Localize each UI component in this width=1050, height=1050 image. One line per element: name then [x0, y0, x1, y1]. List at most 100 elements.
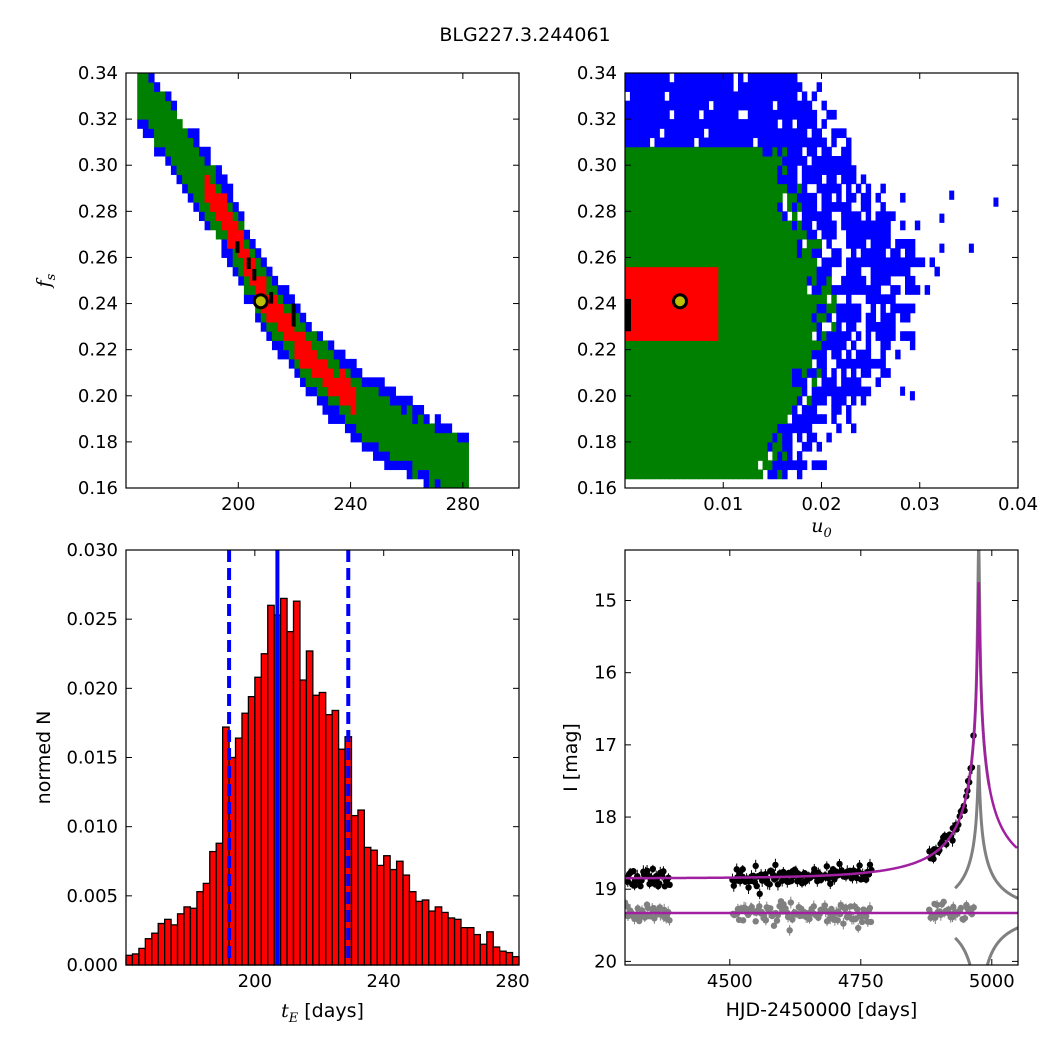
- posterior-cell: [777, 211, 783, 222]
- posterior-cell: [742, 82, 749, 92]
- best-fit-marker: [252, 293, 269, 310]
- posterior-cell: [683, 257, 690, 268]
- posterior-cell: [249, 285, 256, 295]
- posterior-cell: [860, 239, 867, 249]
- posterior-cell: [243, 248, 251, 258]
- x-tick-label: 200: [221, 494, 255, 515]
- posterior-cell: [434, 432, 441, 443]
- posterior-cell: [728, 358, 734, 369]
- posterior-cell: [693, 294, 700, 305]
- posterior-cell: [446, 478, 453, 489]
- posterior-cell: [423, 441, 430, 452]
- posterior-cell: [703, 423, 710, 434]
- histogram-bar: [402, 874, 411, 966]
- posterior-cell: [142, 91, 149, 102]
- posterior-cell: [782, 220, 788, 231]
- posterior-cell: [762, 183, 768, 194]
- posterior-cell: [821, 349, 827, 360]
- histogram-bar: [492, 946, 501, 966]
- posterior-cell: [698, 239, 705, 249]
- posterior-cell: [723, 73, 729, 83]
- posterior-cell: [777, 73, 783, 83]
- posterior-cell: [875, 248, 881, 258]
- posterior-cell: [644, 220, 651, 231]
- posterior-cell: [693, 109, 700, 120]
- posterior-cell: [683, 82, 690, 92]
- posterior-cell: [344, 377, 352, 388]
- histogram-bar: [383, 855, 391, 966]
- posterior-cell: [654, 294, 660, 305]
- posterior-cell: [629, 377, 636, 388]
- posterior-cell: [801, 220, 808, 231]
- posterior-cell: [238, 266, 245, 277]
- posterior-cell: [762, 377, 768, 388]
- posterior-cell: [451, 432, 458, 443]
- posterior-cell: [792, 211, 798, 222]
- posterior-cell: [693, 128, 700, 139]
- posterior-cell: [855, 183, 862, 194]
- posterior-cell: [654, 266, 660, 277]
- posterior-cell: [787, 229, 793, 240]
- posterior-cell: [821, 229, 827, 240]
- posterior-cell: [723, 275, 729, 286]
- posterior-cell: [787, 386, 793, 397]
- posterior-cell: [350, 368, 357, 378]
- posterior-cell: [782, 174, 788, 185]
- posterior-cell: [767, 239, 773, 249]
- posterior-cell: [210, 174, 217, 185]
- posterior-cell: [728, 469, 734, 480]
- posterior-cell: [757, 451, 764, 461]
- posterior-cell: [634, 211, 641, 222]
- posterior-cell: [664, 469, 670, 480]
- posterior-cell: [762, 451, 768, 461]
- posterior-cell: [718, 285, 724, 295]
- posterior-cell: [929, 257, 935, 268]
- posterior-cell: [821, 331, 827, 341]
- posterior-cell: [159, 100, 166, 111]
- posterior-cell: [806, 275, 813, 286]
- posterior-cell: [683, 377, 690, 388]
- posterior-cell: [649, 358, 655, 369]
- posterior-cell: [792, 100, 798, 111]
- posterior-cell: [821, 257, 827, 268]
- posterior-cell: [434, 451, 441, 461]
- residual-point: [854, 906, 861, 913]
- posterior-cell: [796, 266, 803, 277]
- posterior-cell: [629, 202, 636, 212]
- posterior-cell: [644, 285, 651, 295]
- posterior-cell: [762, 312, 768, 323]
- posterior-cell: [792, 312, 798, 323]
- posterior-cell: [688, 202, 695, 212]
- posterior-cell: [713, 73, 719, 83]
- posterior-cell: [733, 100, 739, 111]
- posterior-cell: [674, 119, 680, 129]
- posterior-cell: [629, 156, 636, 166]
- posterior-cell: [728, 146, 734, 157]
- posterior-cell: [880, 257, 886, 268]
- posterior-cell: [821, 386, 827, 397]
- posterior-cell: [747, 248, 754, 258]
- posterior-cell: [713, 239, 719, 249]
- posterior-cell: [801, 405, 808, 415]
- posterior-cell: [639, 414, 646, 424]
- posterior-cell: [860, 395, 867, 406]
- posterior-cell: [718, 137, 724, 148]
- posterior-cell: [679, 128, 685, 139]
- posterior-cell: [733, 156, 739, 166]
- posterior-cell: [826, 146, 832, 157]
- posterior-cell: [703, 220, 710, 231]
- histogram-bar: [286, 630, 295, 966]
- posterior-cell: [266, 275, 273, 286]
- posterior-cell: [674, 239, 680, 249]
- posterior-cell: [762, 91, 768, 102]
- posterior-cell: [649, 248, 655, 258]
- posterior-cell: [683, 285, 690, 295]
- posterior-cell: [777, 322, 783, 332]
- posterior-cell: [723, 266, 729, 277]
- posterior-cell: [170, 128, 178, 139]
- posterior-cell: [733, 266, 739, 277]
- posterior-cell: [742, 460, 749, 471]
- posterior-cell: [826, 377, 832, 388]
- posterior-cell: [629, 395, 636, 406]
- posterior-cell: [373, 405, 380, 415]
